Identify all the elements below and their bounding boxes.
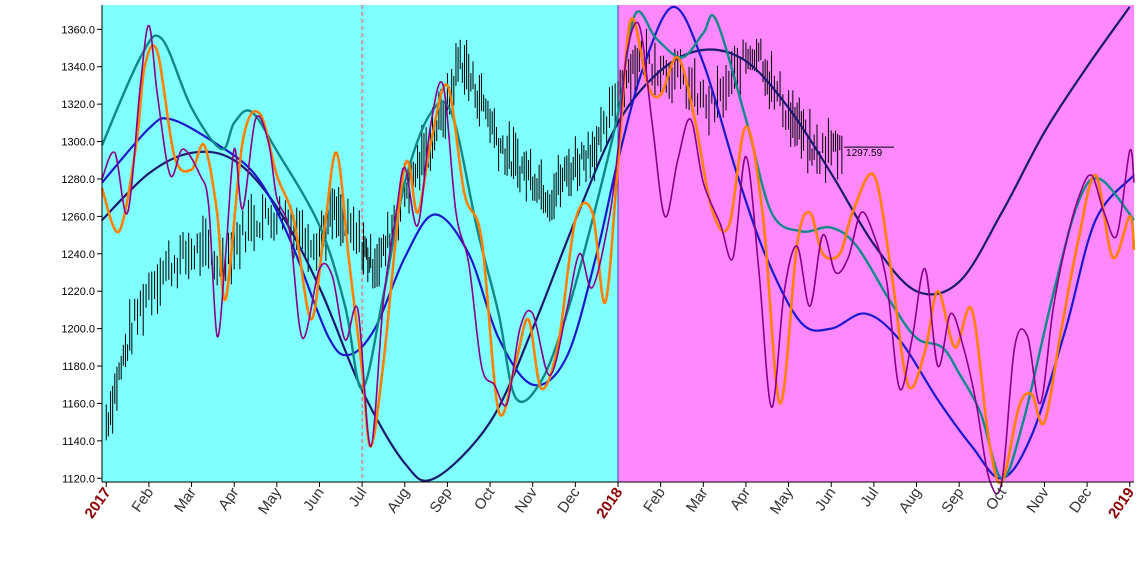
y-axis-tick-labels: 1120.0 1140.0 1160.0 1180.0 1200.0 1220.0 1240… xyxy=(61,24,95,485)
x-tick-label: Aug xyxy=(896,485,925,517)
background-regions xyxy=(102,5,1134,482)
x-tick-label: Nov xyxy=(512,484,542,516)
y-tick-label: 1320.0 xyxy=(61,99,95,111)
y-tick-label: 1340.0 xyxy=(61,62,95,74)
x-tick-label: Oct xyxy=(983,484,1011,514)
y-tick-label: 1160.0 xyxy=(62,398,95,410)
x-tick-label: Jun xyxy=(812,485,840,515)
y-tick-label: 1360.0 xyxy=(61,24,95,36)
x-tick-label: Apr xyxy=(727,485,754,514)
series-lines xyxy=(100,5,1136,495)
x-tick-label: Aug xyxy=(384,485,413,517)
y-tick-label: 1240.0 xyxy=(61,249,95,261)
series-line-2 xyxy=(100,10,1135,480)
last-value-text: 1297.59 xyxy=(846,148,883,159)
x-tick-label: Jul xyxy=(857,485,882,510)
x-tick-label: Mar xyxy=(171,485,200,516)
x-tick-label: Jul xyxy=(345,485,370,510)
x-tick-label: Sep xyxy=(426,485,455,517)
y-tick-label: 1120.0 xyxy=(62,473,95,485)
x-tick-label: Jun xyxy=(300,485,328,515)
series-line-4 xyxy=(101,21,1135,495)
x-tick-label: Dec xyxy=(554,484,584,516)
x-tick-label: May xyxy=(767,484,797,517)
y-tick-label: 1200.0 xyxy=(61,324,95,336)
x-tick-label: Sep xyxy=(938,485,967,517)
y-tick-label: 1220.0 xyxy=(61,286,95,298)
y-tick-label: 1300.0 xyxy=(61,137,95,149)
y-tick-label: 1280.0 xyxy=(61,174,95,186)
y-tick-label: 1140.0 xyxy=(62,436,95,448)
x-tick-label: 2017 xyxy=(81,485,114,522)
series-line-0 xyxy=(101,6,1131,482)
last-value-label: 1297.59 xyxy=(846,148,883,159)
y-tick-label: 1180.0 xyxy=(62,361,95,373)
x-axis-tick-labels: 2017 Feb Mar Apr May Jun Jul Aug Sep Oct Nov Dec 201… xyxy=(81,484,1138,522)
x-tick-label: 2019 xyxy=(1105,485,1138,522)
x-tick-label: Nov xyxy=(1023,484,1053,516)
background-region-1 xyxy=(618,5,1134,482)
x-tick-label: Dec xyxy=(1066,484,1096,516)
axes xyxy=(97,5,1134,487)
x-tick-label: 2018 xyxy=(593,485,626,522)
x-tick-label: Mar xyxy=(683,485,712,516)
series-line-3 xyxy=(100,17,1136,485)
x-tick-label: Apr xyxy=(215,485,242,514)
x-tick-label: Oct xyxy=(471,484,499,514)
y-tick-label: 1260.0 xyxy=(61,211,95,223)
x-tick-label: Feb xyxy=(640,485,669,516)
x-tick-label: May xyxy=(255,484,285,517)
x-tick-label: Feb xyxy=(128,485,157,516)
background-region-0 xyxy=(102,5,618,482)
